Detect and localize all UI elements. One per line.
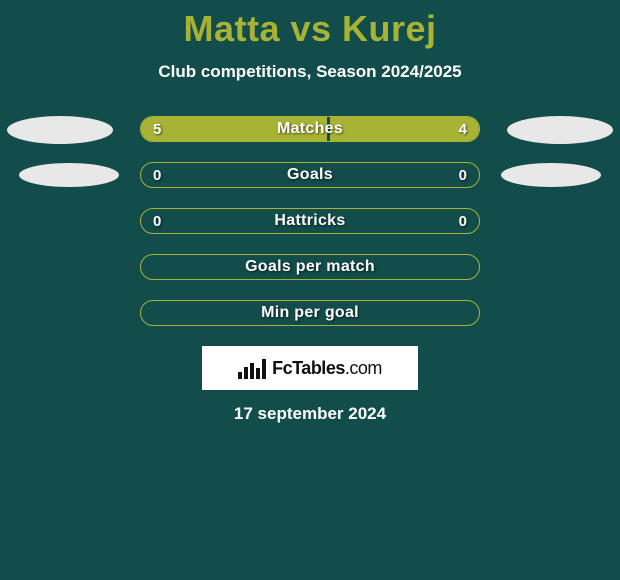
stat-label: Hattricks [141, 209, 479, 233]
stat-bar: 00Goals [140, 162, 480, 188]
stat-row: 00Hattricks [0, 208, 620, 234]
brand-logo-light: .com [345, 358, 382, 378]
stat-label: Min per goal [141, 301, 479, 325]
player-marker-right [507, 116, 613, 144]
stat-label: Goals per match [141, 255, 479, 279]
bar-chart-icon [238, 357, 266, 379]
player-marker-left [19, 163, 119, 187]
brand-logo-text: FcTables.com [272, 358, 382, 379]
stat-bar: Goals per match [140, 254, 480, 280]
stat-label: Matches [141, 117, 479, 141]
stat-bar: 00Hattricks [140, 208, 480, 234]
stat-row: Min per goal [0, 300, 620, 326]
page-title: Matta vs Kurej [0, 0, 620, 50]
brand-logo: FcTables.com [202, 346, 418, 390]
stat-bar: 54Matches [140, 116, 480, 142]
player-marker-left [7, 116, 113, 144]
comparison-infographic: Matta vs Kurej Club competitions, Season… [0, 0, 620, 580]
stat-row: Goals per match [0, 254, 620, 280]
stat-label: Goals [141, 163, 479, 187]
page-subtitle: Club competitions, Season 2024/2025 [0, 62, 620, 82]
date-label: 17 september 2024 [0, 404, 620, 424]
stat-row: 54Matches [0, 116, 620, 142]
brand-logo-bold: FcTables [272, 358, 345, 378]
stat-row: 00Goals [0, 162, 620, 188]
stat-bar: Min per goal [140, 300, 480, 326]
stat-rows: 54Matches 00Goals 00Hattricks Goals per mat… [0, 116, 620, 326]
player-marker-right [501, 163, 601, 187]
